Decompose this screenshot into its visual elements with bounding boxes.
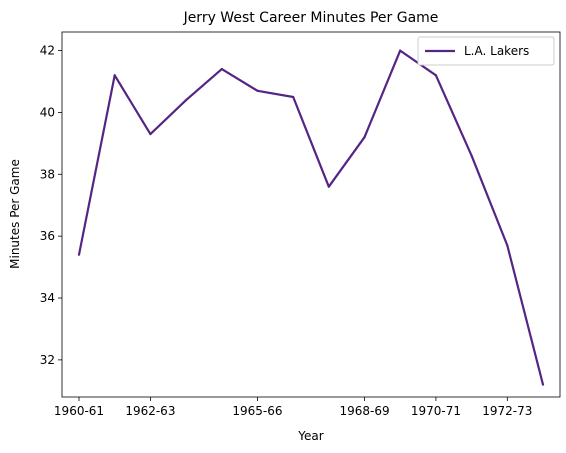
data-point [327,185,330,188]
y-axis-ticks: 32 34 36 38 40 42 [40,44,62,367]
legend: L.A. Lakers [417,36,555,66]
data-point [220,68,223,71]
chart-title: Jerry West Career Minutes Per Game [183,10,439,26]
x-tick-label: 1962-63 [125,404,175,418]
x-axis-title: Year [297,429,323,443]
series-lines [77,49,545,386]
x-tick-label: 1972-73 [482,404,532,418]
y-tick-label: 36 [40,229,55,243]
y-axis-title: Minutes Per Game [8,159,22,269]
data-point [113,74,116,77]
y-tick-label: 38 [40,167,55,181]
data-point [256,89,259,92]
data-point [506,244,509,247]
data-point [363,136,366,139]
y-tick-label: 32 [40,353,55,367]
plot-area-frame [61,31,561,398]
data-point [292,95,295,99]
y-tick-label: 40 [40,105,55,119]
x-axis-ticks: 1960-61 1962-63 1965-66 1968-69 1970-71 1972-… [54,397,532,418]
legend-frame [417,36,555,66]
x-tick-label: 1968-69 [339,404,389,418]
series-line [77,49,545,385]
data-point [149,132,152,136]
y-tick-label: 42 [40,44,55,58]
data-point [399,49,402,52]
x-tick-label: 1965-66 [232,404,282,418]
data-point [77,253,81,256]
data-point [541,383,545,386]
data-point [184,98,188,102]
x-tick-label: 1960-61 [54,404,104,418]
data-point [470,154,473,157]
y-tick-label: 34 [40,291,55,305]
data-point [434,74,438,77]
x-tick-label: 1970-71 [411,404,461,418]
legend-label-la-lakers: L.A. Lakers [464,44,529,58]
